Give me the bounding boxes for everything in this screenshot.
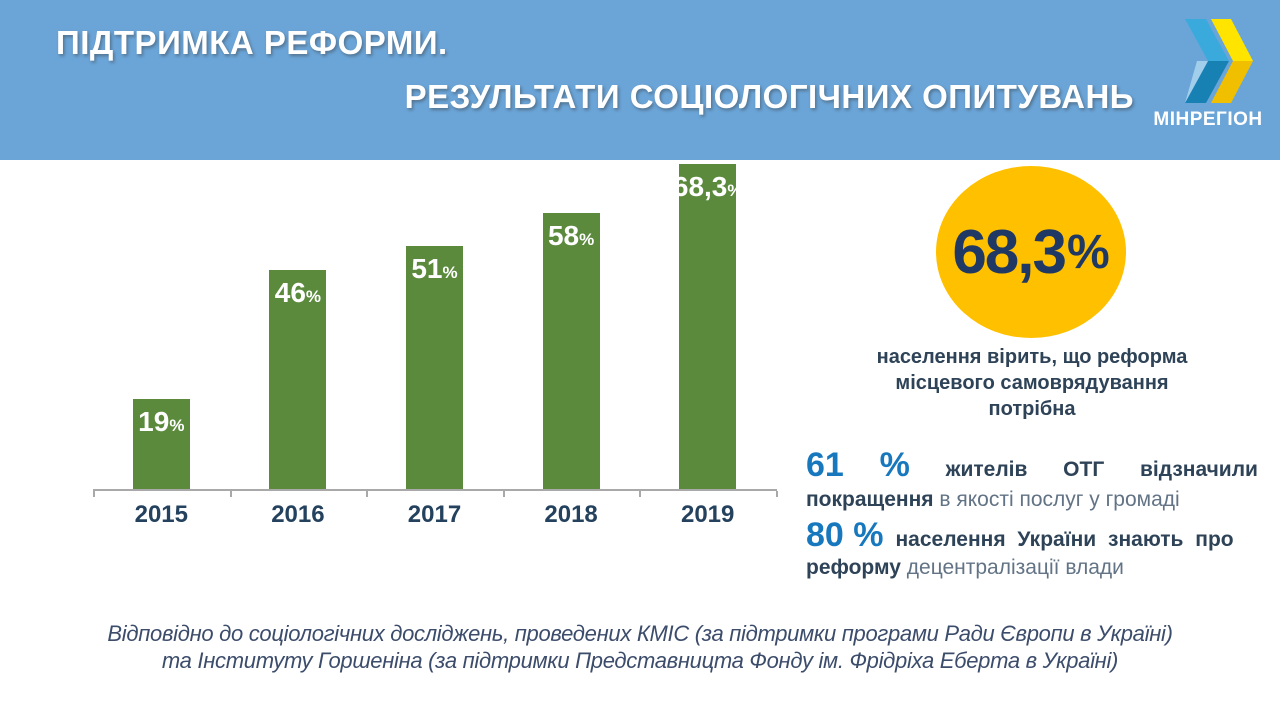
chart-bar: 51% (406, 246, 463, 490)
x-axis-label: 2018 (544, 501, 598, 528)
highlight-caption-line1: населення вірить, що реформа (876, 346, 1188, 368)
stat1-line2-rest: в якості послуг у громаді (933, 488, 1180, 511)
slide-title-line1: ПІДТРИМКА РЕФОРМИ. (56, 24, 448, 61)
chart-bar: 46% (269, 270, 327, 490)
stat2-number: 80 % (806, 516, 884, 554)
bar-value-label: 19% (138, 406, 185, 437)
stat1-number: 61 (806, 446, 844, 484)
highlight-caption: населення вірить, що реформа місцевого с… (810, 344, 1254, 422)
stat2-line2-bold: реформу (806, 556, 901, 579)
minregion-logo-icon (1185, 18, 1253, 109)
slide-title-line2: РЕЗУЛЬТАТИ СОЦІОЛОГІЧНИХ ОПИТУВАНЬ (404, 78, 1134, 115)
chart-bar: 19% (132, 399, 190, 490)
stat1-line1: 61 % жителів ОТГ відзначили (806, 446, 1258, 485)
bar-value-label: 58% (547, 220, 595, 251)
axis-tick (366, 491, 368, 497)
stat2-line1-bold: населення України знають про (895, 528, 1234, 551)
stats-block: 61 % жителів ОТГ відзначили покращення в… (806, 446, 1258, 580)
stat2-line2-rest: децентралізації влади (900, 556, 1124, 579)
minregion-logo-text: МІНРЕГІОН (1153, 109, 1263, 130)
x-axis-labels: 2015 2016 2017 2018 2019 (93, 501, 777, 531)
chart-plot: 19% 46% 51% 58% 68,3% (93, 160, 776, 490)
axis-tick (639, 491, 641, 497)
bar-value-label: 51% (411, 253, 458, 284)
highlight-circle: 68,3 % (936, 166, 1126, 338)
stat1-percent: % (879, 446, 910, 484)
x-axis-label: 2019 (680, 501, 735, 528)
axis-tick (503, 491, 505, 497)
axis-tick (776, 491, 778, 497)
bar-value-label: 68,3% (672, 171, 743, 202)
x-axis-line (93, 489, 778, 497)
chart-bar: 58% (542, 213, 600, 490)
bar-value-label: 46% (274, 277, 322, 308)
highlight-caption-line2: місцевого самоврядування (895, 372, 1169, 394)
x-axis-label: 2016 (271, 501, 325, 528)
chart-bar: 68,3% (673, 164, 743, 490)
stat1-line2-bold: покращення (806, 488, 934, 511)
highlight-value: 68,3 (952, 217, 1067, 287)
source-caption-line1: Відповідно до соціологічних досліджень, … (107, 621, 1173, 646)
stat1-line2: покращення в якості послуг у громаді (806, 488, 1258, 512)
header-banner: ПІДТРИМКА РЕФОРМИ. РЕЗУЛЬТАТИ СОЦІОЛОГІЧ… (0, 0, 1280, 160)
x-axis-label: 2017 (407, 501, 462, 528)
stat2-line1: 80 % населення України знають про (806, 516, 1258, 555)
stat2-line2: реформу децентралізації влади (806, 556, 1258, 580)
x-axis-label: 2015 (134, 501, 188, 528)
axis-tick (230, 491, 232, 497)
source-caption-line2: та Інституту Горшеніна (за підтримки Пре… (161, 648, 1119, 673)
source-caption: Відповідно до соціологічних досліджень, … (0, 620, 1280, 674)
stat1-word2: ОТГ (1063, 458, 1105, 481)
stat1-word1: жителів (945, 458, 1028, 481)
highlight-caption-line3: потрібна (988, 398, 1076, 420)
highlight-unit: % (1066, 225, 1110, 279)
stat1-word3: відзначили (1140, 458, 1258, 481)
axis-tick (93, 491, 95, 497)
